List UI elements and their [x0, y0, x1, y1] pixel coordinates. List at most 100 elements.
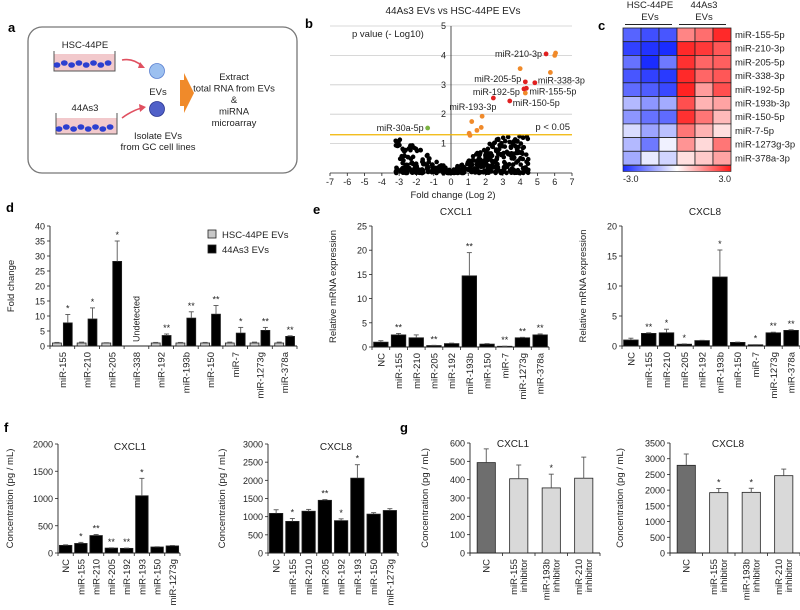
colorbar-min-label: -3.0 — [623, 174, 639, 184]
heatmap-cell — [622, 96, 642, 111]
bar — [301, 510, 316, 554]
x-tick-label: miR-193b — [465, 353, 476, 394]
ns-point — [460, 170, 466, 176]
heatmap-cell — [640, 123, 660, 139]
ns-point — [435, 169, 441, 174]
row-label: miR-378a-3p — [735, 153, 790, 164]
panel-a-schematic: HSC-44PE 44As3 EVs Isolate EVs from GC c… — [27, 26, 298, 174]
undetected-label: Undetected — [131, 296, 141, 342]
significance-mark: * — [665, 318, 669, 328]
significance-mark: * — [718, 239, 722, 249]
y-axis-label: Concentration (pg / mL) — [615, 448, 626, 548]
bar-charts: 0 5 10 15 20 25 30 35 40 Fold change * miR-155 * miR-… — [5, 207, 800, 605]
heatmap-cell — [640, 55, 660, 70]
bar-chart-e1: 0 5 10 15 20 25 Relative mRNA expression CXCL1 N… — [328, 207, 550, 399]
bar — [676, 343, 692, 347]
bar — [269, 512, 284, 554]
ns-point — [470, 153, 476, 159]
x-tick-label: inhibitor — [719, 559, 730, 592]
heatmap-cell — [676, 41, 696, 56]
ns-point — [431, 167, 437, 172]
ns-point — [420, 161, 426, 167]
x-tick-label: miR-155 — [644, 352, 655, 388]
bar — [119, 547, 134, 554]
x-tick-label: miR-193b — [741, 559, 752, 600]
ns-point — [400, 147, 406, 152]
bar — [366, 513, 381, 554]
y-tick-label: 1500 — [243, 494, 263, 504]
ns-point — [493, 170, 498, 175]
x-tick-label: miR-193b — [541, 559, 552, 600]
x-tick-label: miR-210 — [774, 559, 785, 595]
significant-point — [552, 53, 558, 58]
labeled-point — [425, 125, 431, 131]
x-tick-label: -5 — [361, 177, 369, 187]
ns-point — [518, 162, 524, 167]
y-tick-label: 20 — [607, 222, 617, 232]
y-tick-label: 2500 — [645, 470, 665, 480]
ns-point — [404, 169, 410, 175]
heatmap-cell — [658, 41, 678, 56]
panel-label-b: b — [305, 16, 313, 31]
x-tick-label: NC — [376, 353, 387, 367]
bar — [712, 276, 728, 347]
ns-point — [508, 152, 513, 157]
y-tick-label: 100 — [450, 530, 465, 540]
dish-1-icon — [53, 51, 116, 72]
significance-mark: * — [717, 478, 721, 488]
legend-swatch — [207, 244, 217, 254]
significance-mark: ** — [93, 523, 101, 533]
x-tick-label: miR-210 — [304, 559, 315, 595]
significance-mark: ** — [395, 322, 403, 332]
point-label: miR-193-3p — [449, 102, 496, 112]
ns-point — [406, 146, 412, 151]
ns-point — [500, 143, 505, 149]
extract-text-line: microarray — [212, 118, 257, 129]
column-group-label: EVs — [695, 12, 713, 23]
ns-point — [402, 153, 407, 159]
bar — [150, 342, 161, 347]
x-tick-label: miR-192 — [122, 559, 133, 595]
ns-point — [425, 163, 430, 169]
significance-mark: * — [356, 454, 360, 464]
heatmap-cell — [712, 27, 732, 43]
x-tick-label: miR-1273g — [769, 352, 780, 398]
cell-icon — [104, 60, 112, 66]
y-tick-label: 20 — [35, 282, 45, 292]
x-tick-label: -7 — [326, 177, 334, 187]
heatmap-cell — [676, 55, 696, 70]
x-tick-label: miR-1273g — [385, 559, 396, 605]
heatmap-cell — [658, 96, 678, 111]
point-label: miR-205-5p — [474, 74, 521, 84]
heatmap-cell — [658, 123, 678, 139]
significant-point — [517, 66, 523, 72]
x-tick-label: -4 — [378, 177, 386, 187]
bar — [62, 322, 73, 347]
y-tick-labels: 0 5 10 15 20 — [607, 222, 617, 352]
row-label: miR-210-3p — [735, 44, 785, 55]
row-label: miR-338-3p — [735, 71, 785, 82]
threshold-label: p < 0.05 — [535, 122, 570, 133]
x-tick-label: miR-378a — [280, 351, 291, 393]
colorbar-max-label: 3.0 — [718, 174, 731, 184]
significant-point — [479, 113, 485, 119]
heatmap-cell — [694, 123, 714, 139]
heatmap-cell — [712, 123, 732, 139]
y-tick-label: 30 — [35, 252, 45, 262]
heatmap-cell — [640, 68, 660, 84]
y-axis-label: p value (- Log10) — [352, 29, 424, 40]
big-arrow-icon — [180, 73, 194, 113]
panel-label-c: c — [598, 18, 605, 33]
y-tick-label: 0 — [48, 549, 53, 559]
labeled-point — [522, 79, 528, 85]
ns-point — [469, 162, 475, 167]
bar-chart-g1: 0 100 200 300 400 500 600 Concentration (pg / m… — [420, 439, 601, 600]
x-tick-label: miR-192 — [447, 353, 458, 389]
heatmap-cell — [640, 82, 660, 97]
bar — [676, 464, 696, 554]
y-tick-label: 0 — [612, 342, 617, 352]
y-tick-label: 1500 — [33, 467, 53, 477]
y-axis-label: Concentration (pg / mL) — [217, 449, 228, 549]
x-tick-label: miR-210 — [83, 352, 94, 388]
ns-point — [417, 167, 422, 173]
